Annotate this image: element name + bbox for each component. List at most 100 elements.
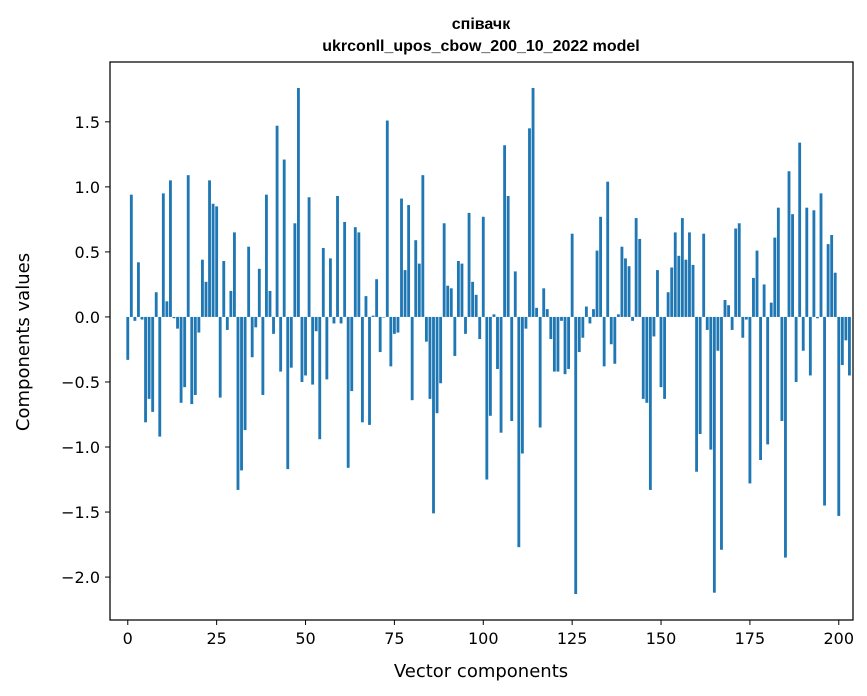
bar <box>702 233 706 317</box>
bar <box>421 175 425 317</box>
bar <box>773 237 777 317</box>
bar <box>741 316 745 338</box>
bar <box>375 279 379 317</box>
bar <box>830 234 834 317</box>
bar <box>602 316 606 367</box>
bar <box>343 221 347 317</box>
bar <box>634 218 638 317</box>
y-tick-label: −1.5 <box>61 503 100 522</box>
bar <box>684 259 688 317</box>
bar <box>826 244 830 317</box>
x-tick-label: 125 <box>557 629 588 648</box>
bar <box>581 316 585 338</box>
bar <box>346 316 350 468</box>
bar <box>275 125 279 317</box>
x-axis-ticks: 0 25 50 75 100 125 150 175 200 <box>123 620 854 648</box>
bar <box>609 316 613 345</box>
bar <box>570 233 574 317</box>
bar <box>641 316 645 399</box>
bar <box>371 315 375 317</box>
bar <box>520 316 524 454</box>
bar <box>506 195 510 317</box>
x-axis-label: Vector components <box>394 661 568 682</box>
bar <box>236 316 240 490</box>
y-tick-label: −0.5 <box>61 373 100 392</box>
x-tick-label: 50 <box>295 629 315 648</box>
bar <box>360 316 364 423</box>
bar <box>848 316 851 376</box>
bar <box>805 207 809 317</box>
bar <box>190 316 194 405</box>
bar <box>432 316 435 514</box>
bar <box>129 194 133 317</box>
bar <box>798 142 802 317</box>
bar <box>488 316 492 416</box>
y-tick-label: 1.5 <box>75 113 100 132</box>
bar <box>730 316 734 330</box>
bar <box>656 270 659 317</box>
x-tick-label: 100 <box>468 629 499 648</box>
bar <box>691 264 695 317</box>
bar <box>257 268 261 317</box>
bar <box>272 316 275 334</box>
bar <box>819 193 823 317</box>
bar <box>193 316 197 395</box>
bar <box>560 316 563 321</box>
bar <box>332 316 336 324</box>
bar <box>467 212 471 317</box>
bar <box>325 316 329 380</box>
bar <box>396 316 400 333</box>
bar <box>652 316 656 337</box>
bar <box>709 316 713 450</box>
chart-subtitle: ukrconll_upos_cbow_200_10_2022 model <box>322 38 639 55</box>
bar <box>688 232 691 317</box>
bar <box>449 288 453 317</box>
bar <box>762 284 766 317</box>
bar <box>140 316 144 320</box>
bar <box>791 214 794 317</box>
bar <box>734 228 738 317</box>
bar <box>410 316 414 401</box>
bar <box>328 258 332 317</box>
bar <box>201 259 204 317</box>
bar <box>304 316 307 376</box>
bar <box>524 316 528 329</box>
bar <box>666 292 670 317</box>
bar <box>716 316 720 351</box>
bar <box>744 316 748 320</box>
bar <box>133 316 137 321</box>
bar <box>645 316 649 403</box>
y-axis-label: Components values <box>13 253 34 431</box>
bar <box>158 316 162 437</box>
bar <box>496 316 499 369</box>
bar <box>663 316 667 399</box>
bar <box>247 246 251 317</box>
bar <box>698 316 702 434</box>
bar <box>435 316 439 414</box>
y-tick-label: −1.0 <box>61 438 100 457</box>
bar <box>808 316 812 376</box>
bar <box>407 205 411 317</box>
bar <box>584 306 588 317</box>
x-tick-label: 0 <box>123 629 133 648</box>
plot-area-frame <box>109 61 854 621</box>
bar <box>844 316 848 341</box>
bar <box>364 296 368 317</box>
bar <box>624 258 627 317</box>
bar <box>126 316 130 360</box>
bar <box>755 250 759 317</box>
bar <box>588 316 592 324</box>
y-axis-ticks: −2.0 −1.5 −1.0 −0.5 0.0 0.5 1.0 1.5 <box>61 113 110 587</box>
bar <box>282 159 286 317</box>
bar <box>613 316 617 364</box>
bar <box>289 316 293 368</box>
bar <box>311 316 315 385</box>
bar <box>471 281 475 317</box>
bar <box>705 316 709 330</box>
bar <box>215 206 219 317</box>
bar <box>296 88 300 317</box>
bar <box>474 294 478 317</box>
bar <box>545 309 549 317</box>
bar <box>517 316 521 548</box>
bar <box>268 290 272 317</box>
